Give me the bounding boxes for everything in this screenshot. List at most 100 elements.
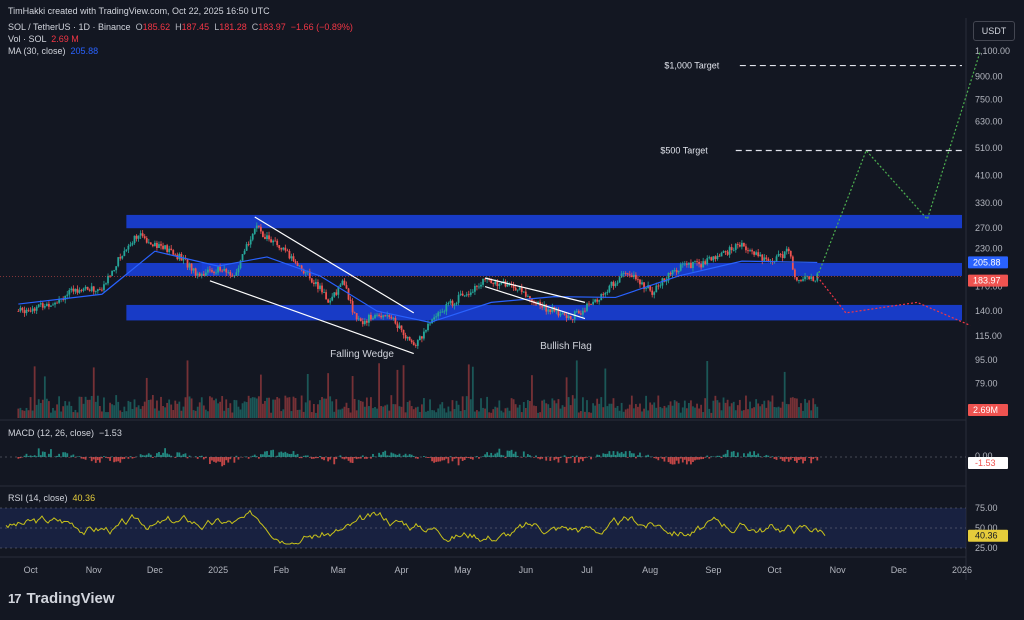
candle-body bbox=[588, 303, 590, 305]
macd-bar bbox=[115, 457, 118, 462]
candle-body bbox=[594, 299, 597, 302]
macd-bar bbox=[300, 457, 303, 459]
volume-bar bbox=[549, 407, 552, 418]
volume-bar bbox=[628, 404, 631, 418]
volume-bar bbox=[696, 403, 698, 418]
volume-bar bbox=[757, 403, 760, 418]
volume-bar bbox=[445, 412, 448, 418]
candle-body bbox=[571, 319, 574, 320]
macd-bar bbox=[490, 452, 493, 457]
macd-bar bbox=[333, 457, 336, 465]
volume-bar bbox=[198, 402, 201, 418]
candle-body bbox=[192, 268, 195, 271]
macd-bar bbox=[791, 457, 794, 458]
volume-bar bbox=[188, 396, 191, 418]
volume-bar bbox=[229, 403, 232, 418]
volume-bar bbox=[561, 405, 564, 418]
volume-bar bbox=[634, 404, 637, 418]
macd-bar bbox=[455, 457, 458, 459]
candle-body bbox=[164, 245, 166, 249]
macd-bar bbox=[29, 455, 32, 457]
macd-bar bbox=[555, 457, 558, 459]
candle-body bbox=[610, 281, 613, 286]
candle-body bbox=[76, 288, 79, 293]
macd-bar bbox=[445, 457, 448, 459]
volume-bar bbox=[21, 410, 24, 418]
macd-bar bbox=[221, 457, 224, 467]
candle-body bbox=[249, 239, 252, 245]
volume-bar bbox=[441, 402, 444, 418]
macd-bar bbox=[630, 453, 633, 457]
candle-body bbox=[671, 270, 674, 275]
volume-bar bbox=[239, 409, 242, 418]
macd-bar bbox=[27, 456, 30, 457]
volume-bar bbox=[510, 398, 513, 418]
volume-bar bbox=[694, 407, 696, 418]
candle-body bbox=[763, 257, 766, 261]
macd-bar bbox=[465, 457, 468, 458]
volume-bar bbox=[671, 405, 674, 418]
candle-body bbox=[559, 313, 562, 316]
ma-value: 205.88 bbox=[70, 46, 99, 56]
candle-body bbox=[690, 262, 692, 269]
candle-body bbox=[586, 303, 588, 311]
macd-bar bbox=[412, 455, 415, 457]
candle-body bbox=[720, 252, 723, 257]
volume-bar bbox=[386, 404, 389, 418]
macd-bar bbox=[810, 457, 813, 464]
volume-bar bbox=[420, 404, 423, 418]
volume-bar bbox=[412, 409, 415, 418]
macd-bar bbox=[494, 453, 497, 457]
candle-body bbox=[769, 260, 772, 262]
candle-body bbox=[732, 249, 735, 251]
candle-body bbox=[724, 251, 727, 253]
volume-bar bbox=[298, 409, 301, 418]
volume-bar bbox=[33, 366, 36, 418]
macd-bar bbox=[724, 453, 727, 457]
macd-bar bbox=[88, 457, 91, 458]
candle-body bbox=[127, 245, 130, 250]
candle-body bbox=[634, 274, 637, 280]
candle-body bbox=[537, 301, 539, 305]
macd-bar bbox=[219, 457, 222, 462]
volume-bar bbox=[708, 408, 711, 418]
candle-body bbox=[816, 273, 819, 281]
macd-bar bbox=[645, 455, 647, 457]
volume-bar bbox=[355, 410, 358, 418]
volume-bar bbox=[457, 404, 460, 418]
volume-bar bbox=[78, 396, 81, 418]
candle-body bbox=[359, 318, 362, 322]
volume-bar bbox=[598, 403, 601, 418]
volume-bar bbox=[700, 404, 703, 418]
volume-bar bbox=[508, 410, 511, 418]
macd-bar bbox=[39, 455, 42, 457]
currency-button[interactable]: USDT bbox=[973, 21, 1015, 41]
volume-bar bbox=[516, 407, 519, 418]
candle-body bbox=[467, 294, 470, 296]
volume-bar bbox=[779, 407, 782, 418]
volume-bar bbox=[92, 367, 95, 418]
candle-body bbox=[743, 242, 745, 247]
volume-bar bbox=[414, 407, 417, 418]
macd-bar bbox=[427, 457, 429, 458]
volume-bar bbox=[353, 398, 356, 418]
macd-bar bbox=[72, 454, 75, 457]
candle-body bbox=[180, 253, 183, 261]
candle-body bbox=[215, 272, 217, 274]
volume-bar bbox=[471, 366, 474, 418]
volume-bar bbox=[131, 408, 134, 418]
volume-bar bbox=[543, 399, 546, 418]
volume-bar bbox=[645, 395, 647, 418]
candle-body bbox=[251, 233, 254, 240]
candle-body bbox=[543, 304, 546, 308]
candle-body bbox=[204, 272, 207, 276]
macd-bar bbox=[174, 457, 177, 458]
volume-bar bbox=[712, 400, 715, 418]
candle-body bbox=[767, 258, 770, 262]
ohlc-o: 185.62 bbox=[142, 22, 171, 32]
candle-body bbox=[471, 291, 474, 293]
volume-bar bbox=[268, 397, 270, 418]
volume-bar bbox=[153, 408, 156, 418]
ohlc-h-label: H bbox=[175, 22, 182, 32]
